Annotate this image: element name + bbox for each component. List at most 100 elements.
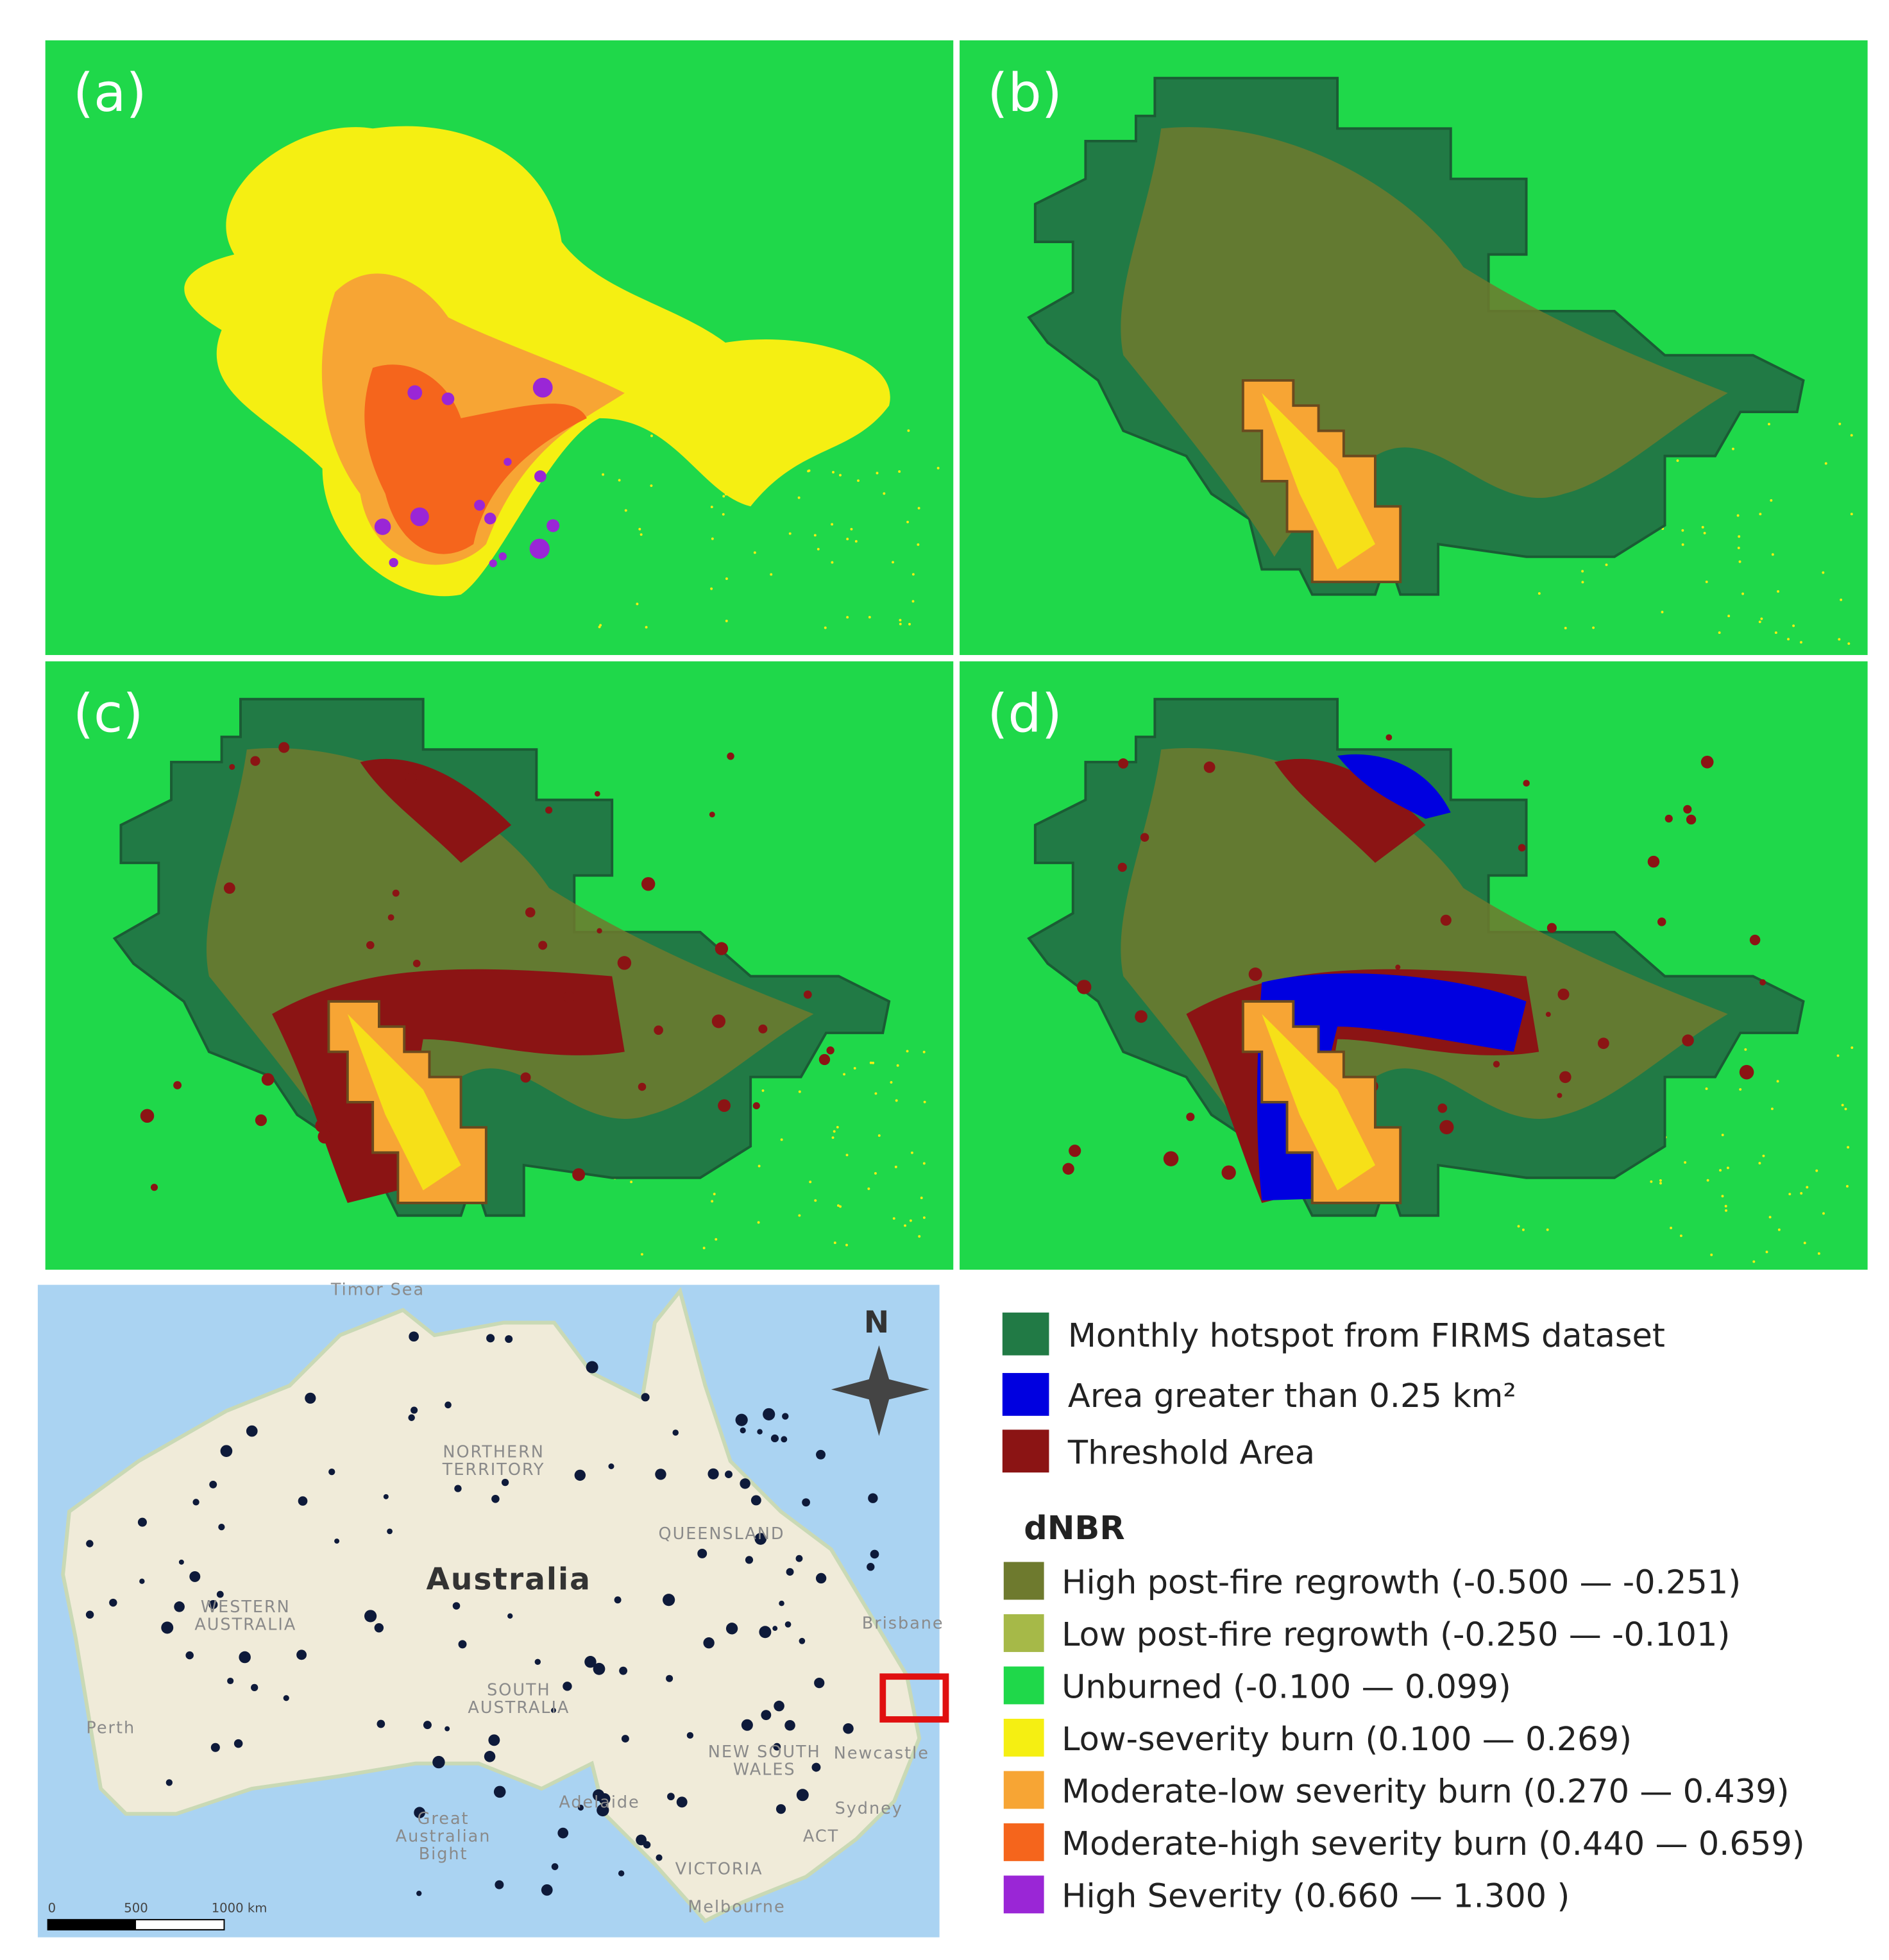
hotspot-dot (811, 1762, 821, 1772)
speckle (899, 618, 902, 622)
speckle (1768, 423, 1770, 426)
speckle (1564, 626, 1567, 629)
speckle (1537, 592, 1541, 595)
burn-high (407, 385, 423, 400)
threshold-patch (597, 928, 602, 933)
speckle (725, 619, 728, 622)
hotspot-dot (725, 1470, 733, 1479)
hotspot-dot (757, 1429, 763, 1435)
hotspot-dot (432, 1755, 445, 1769)
hotspot-dot (445, 1726, 450, 1732)
speckle (650, 484, 653, 488)
burn-high (441, 392, 455, 405)
hotspot-dot (458, 1640, 467, 1649)
speckle (1770, 1107, 1774, 1111)
hotspot-dot (614, 1596, 622, 1604)
map-label: Adelaide (559, 1793, 640, 1812)
threshold-patch (1221, 1165, 1236, 1180)
map-label: Great (418, 1809, 470, 1828)
speckle (874, 1172, 877, 1175)
legend-swatch (1003, 1614, 1044, 1652)
hotspot-dot (577, 1804, 584, 1811)
threshold-patch (727, 752, 734, 760)
speckle (640, 533, 643, 536)
hotspot-dot (870, 1549, 879, 1559)
legend-swatch (1003, 1875, 1044, 1914)
speckle (758, 1164, 761, 1168)
speckle (895, 1099, 898, 1102)
hotspot-dot (218, 1524, 225, 1531)
hotspot-dot (423, 1721, 432, 1730)
speckle (1840, 598, 1843, 601)
threshold-patch (366, 941, 375, 950)
speckle (923, 1100, 926, 1104)
speckle (1738, 535, 1741, 538)
burn-high (489, 559, 497, 568)
hotspot-dot (784, 1621, 792, 1628)
hotspot-dot (334, 1538, 340, 1544)
speckle (630, 1180, 633, 1184)
speckle (1800, 1192, 1803, 1195)
hotspot-dot (374, 1623, 384, 1633)
speckle (1758, 1162, 1761, 1164)
speckle (1777, 1228, 1781, 1231)
hotspot-dot (574, 1469, 586, 1481)
speckle (1659, 1179, 1662, 1182)
threshold-patch (715, 942, 729, 955)
hotspot-dot (411, 1406, 418, 1414)
legend-swatch (1003, 1562, 1044, 1600)
speckle (757, 1221, 760, 1224)
threshold-patch (173, 1081, 182, 1089)
hotspot-dot (139, 1578, 145, 1584)
hotspot-dot (796, 1789, 809, 1802)
map-label: AUSTRALIA (468, 1698, 570, 1717)
hotspot-dot (328, 1468, 335, 1476)
map-label: ACT (803, 1827, 839, 1846)
threshold-patch (315, 1119, 328, 1133)
speckle (833, 1130, 836, 1133)
map-panel: (a) (45, 40, 954, 655)
threshold-patch (229, 763, 235, 771)
speckle (908, 622, 911, 626)
hotspot-dot (676, 1796, 688, 1808)
threshold-patch (617, 956, 632, 970)
speckle (1851, 1046, 1854, 1049)
speckle (1806, 1186, 1809, 1189)
hotspot-dot (641, 1393, 650, 1402)
speckle (883, 492, 886, 495)
burn-high (484, 513, 496, 525)
threshold-patch (709, 812, 715, 818)
hotspot-dot (703, 1637, 715, 1649)
hotspot-dot (725, 1623, 738, 1635)
speckle (1817, 1252, 1820, 1255)
threshold-patch (1248, 967, 1262, 982)
speckle (624, 509, 627, 512)
speckle (1719, 1169, 1722, 1172)
hotspot-dot (593, 1662, 606, 1675)
speckle (1768, 1216, 1772, 1219)
threshold-patch (392, 889, 400, 897)
speckle (711, 537, 714, 540)
hotspot-dot (491, 1495, 500, 1503)
speckle (869, 1061, 872, 1064)
box-burn (347, 1014, 461, 1191)
map-label: Melbourne (688, 1897, 785, 1916)
burn-high (410, 507, 429, 527)
speckle (854, 540, 858, 543)
speckle (722, 513, 725, 516)
speckle (904, 1224, 906, 1227)
speckle (1581, 570, 1584, 573)
speckle (836, 1204, 840, 1207)
speckle (909, 1219, 912, 1222)
speckle (1721, 1195, 1724, 1198)
threshold-patch (563, 991, 575, 1003)
threshold-patch (1559, 1071, 1571, 1084)
hotspot-dot (305, 1392, 316, 1404)
hotspot-dot (750, 1495, 761, 1506)
speckle (722, 495, 725, 498)
hotspot-dot (216, 1590, 224, 1598)
threshold-patch (1360, 788, 1375, 803)
threshold-patch (1665, 814, 1673, 823)
scale-label: 500 (124, 1900, 148, 1915)
speckle (1777, 590, 1780, 593)
